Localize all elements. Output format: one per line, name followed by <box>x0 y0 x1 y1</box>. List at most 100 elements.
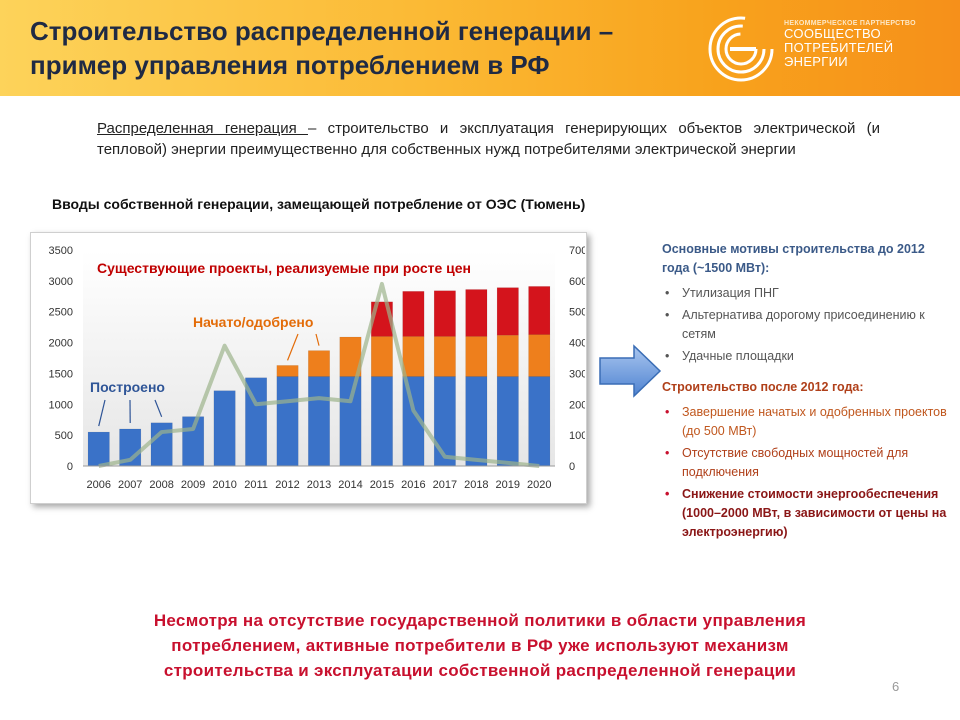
annotation-built-pointer <box>154 399 163 418</box>
logo-line-3: ЭНЕРГИИ <box>784 54 848 69</box>
definition-text: Распределенная генерация – строительство… <box>97 118 880 160</box>
annotation-started: Начато/одобрено <box>193 314 313 330</box>
bar-series-1-2020 <box>528 376 551 467</box>
x-tick-label: 2012 <box>275 479 299 491</box>
annotation-existing: Существующие проекты, реализуемые при ро… <box>97 260 471 276</box>
conclusion-line-3: строительства и эксплуатации собственной… <box>163 661 797 680</box>
bar-series-3-2016 <box>402 291 425 337</box>
logo-icon <box>708 16 774 82</box>
y-tick-right-label: 500 <box>569 307 585 319</box>
y-tick-right-label: 400 <box>569 338 585 350</box>
bar-series-1-2013 <box>308 376 330 467</box>
annotation-built-pointer <box>98 399 106 427</box>
y-tick-right-label: 200 <box>569 399 585 411</box>
bullet-icon: • <box>665 349 670 363</box>
arrow-right-icon <box>599 344 662 398</box>
list-item-text: Отсутствие свободных мощностей для подкл… <box>682 446 909 479</box>
bar-series-2-2019 <box>496 334 519 377</box>
x-tick-label: 2013 <box>307 479 331 491</box>
logo-line-1: СООБЩЕСТВО <box>784 26 881 41</box>
y-tick-left-label: 500 <box>55 430 73 442</box>
conclusion-line-1: Несмотря на отсутствие государственной п… <box>153 611 807 630</box>
definition-body: – строительство и эксплуатация генерирую… <box>97 120 880 158</box>
after-2012-list: • Завершение начатых и одобренных проекто… <box>662 403 947 542</box>
secondary-line <box>98 281 540 468</box>
y-tick-left-label: 3500 <box>49 245 73 257</box>
bullet-icon: • <box>665 487 670 501</box>
list-item-text: Завершение начатых и одобренных проектов… <box>682 405 947 438</box>
list-item-text: Альтернатива дорогому присоединению к се… <box>682 308 925 341</box>
bar-series-1-2019 <box>496 376 519 467</box>
x-tick-label: 2008 <box>149 479 173 491</box>
list-item: • Альтернатива дорогому присоединению к с… <box>662 306 947 344</box>
chart-title: Вводы собственной генерации, замещающей … <box>52 196 586 212</box>
x-tick-label: 2006 <box>86 479 110 491</box>
x-tick-label: 2016 <box>401 479 425 491</box>
bar-series-2-2017 <box>433 336 456 377</box>
x-tick-label: 2011 <box>244 479 268 491</box>
bar-series-2-2018 <box>465 336 488 377</box>
list-item: • Удачные площадки <box>662 347 947 366</box>
list-item: • Отсутствие свободных мощностей для подк… <box>662 444 947 482</box>
bullet-icon: • <box>665 446 670 460</box>
header-banner: Строительство распределенной генерации –… <box>0 0 960 96</box>
bar-series-3-2020 <box>528 286 551 335</box>
list-item-text: Утилизация ПНГ <box>682 286 779 300</box>
logo-line-2: ПОТРЕБИТЕЛЕЙ <box>784 40 894 55</box>
list-item: • Завершение начатых и одобренных проекто… <box>662 403 947 441</box>
x-tick-label: 2019 <box>496 479 520 491</box>
list-item-text: Удачные площадки <box>682 349 794 363</box>
bar-series-1-2008 <box>150 422 173 467</box>
bar-series-1-2010 <box>213 390 236 467</box>
y-tick-left-label: 3000 <box>49 276 73 288</box>
x-tick-label: 2009 <box>181 479 205 491</box>
x-tick-label: 2007 <box>118 479 142 491</box>
logo-text: НЕКОММЕРЧЕСКОЕ ПАРТНЕРСТВО СООБЩЕСТВО ПО… <box>784 20 916 69</box>
bullet-icon: • <box>665 405 670 419</box>
y-tick-left-label: 2500 <box>49 307 73 319</box>
x-tick-label: 2017 <box>433 479 457 491</box>
bar-series-1-2014 <box>339 376 362 467</box>
slide-title-line-1: Строительство распределенной генерации – <box>30 16 614 46</box>
bar-series-1-2018 <box>465 376 488 467</box>
definition-term: Распределенная генерация <box>97 120 308 137</box>
annotation-started-pointer <box>315 333 320 346</box>
bar-series-2-2016 <box>402 336 425 377</box>
logo-caption: НЕКОММЕРЧЕСКОЕ ПАРТНЕРСТВО <box>784 20 916 27</box>
bar-series-2-2020 <box>528 334 551 377</box>
y-tick-right-label: 700 <box>569 245 585 257</box>
bar-series-2-2015 <box>370 336 393 377</box>
annotation-built: Построено <box>90 379 165 395</box>
right-panel: Основные мотивы строительства до 2012 го… <box>662 240 947 545</box>
bar-series-1-2017 <box>433 376 456 467</box>
bullet-icon: • <box>665 308 670 322</box>
y-tick-right-label: 300 <box>569 368 585 380</box>
conclusion-text: Несмотря на отсутствие государственной п… <box>66 608 894 683</box>
bar-series-3-2019 <box>496 287 519 336</box>
list-item: • Утилизация ПНГ <box>662 284 947 303</box>
bar-series-1-2015 <box>370 376 393 467</box>
y-tick-left-label: 0 <box>67 461 73 473</box>
x-tick-label: 2018 <box>464 479 488 491</box>
x-tick-label: 2014 <box>338 479 362 491</box>
list-item: • Снижение стоимости энергообеспечения (1… <box>662 485 947 542</box>
y-tick-right-label: 600 <box>569 276 585 288</box>
x-tick-label: 2015 <box>370 479 394 491</box>
list-item-text: Снижение стоимости энергообеспечения (10… <box>682 487 947 539</box>
y-tick-left-label: 1000 <box>49 399 73 411</box>
after-2012-heading: Строительство после 2012 года: <box>662 380 864 394</box>
x-tick-label: 2020 <box>527 479 551 491</box>
y-tick-left-label: 1500 <box>49 368 73 380</box>
y-tick-right-label: 100 <box>569 430 585 442</box>
bar-series-3-2017 <box>433 290 456 337</box>
bar-series-1-2006 <box>87 431 110 467</box>
bar-series-1-2012 <box>276 376 299 467</box>
slide-title-line-2: пример управления потреблением в РФ <box>30 50 550 80</box>
y-tick-left-label: 2000 <box>49 338 73 350</box>
bar-series-3-2018 <box>465 289 488 337</box>
x-tick-label: 2010 <box>212 479 236 491</box>
bar-series-2-2012 <box>276 365 299 377</box>
bar-series-2-2013 <box>308 350 330 377</box>
page-number: 6 <box>892 679 900 694</box>
motives-heading: Основные мотивы строительства до 2012 го… <box>662 242 925 275</box>
